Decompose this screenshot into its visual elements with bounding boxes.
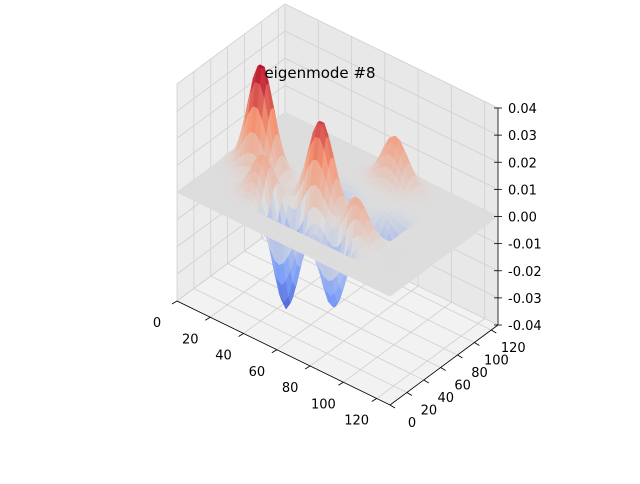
chart-title: eigenmode #8: [264, 64, 376, 82]
surface: [176, 63, 499, 310]
grid-line: [176, 3, 286, 85]
grid-line: [343, 301, 452, 383]
z-tick-label: -0.04: [508, 319, 542, 334]
x-tick: [338, 381, 344, 386]
y-tick: [474, 342, 480, 346]
y-tick-label: 0: [408, 416, 416, 431]
x-tick: [304, 365, 311, 370]
x-tick: [171, 300, 178, 305]
x-tick: [205, 316, 211, 321]
grid-line: [176, 57, 286, 139]
x-tick-label: 80: [282, 381, 299, 396]
x-tick-label: 120: [344, 414, 369, 429]
grid-line: [176, 30, 286, 112]
y-tick: [423, 379, 429, 384]
grid-line: [227, 263, 441, 368]
z-tick-label: 0.02: [508, 156, 537, 171]
y-tick-label: 20: [421, 404, 438, 419]
y-tick-label: 100: [484, 354, 509, 369]
x-tick: [371, 398, 377, 402]
x-axis-line: [176, 300, 391, 406]
z-tick-label: 0.00: [508, 211, 537, 226]
z-tick-label: 0.04: [508, 102, 537, 117]
y-tick-label: 40: [437, 391, 454, 406]
y-tick-label: 60: [454, 379, 471, 394]
grid-line: [284, 3, 499, 109]
z-tick-label: -0.03: [508, 292, 542, 307]
y-tick: [389, 404, 396, 409]
x-tick-label: 0: [153, 316, 161, 331]
x-tick-label: 20: [182, 332, 199, 347]
y-tick: [491, 329, 497, 334]
x-tick-label: 60: [249, 365, 266, 380]
grid-line: [376, 318, 485, 399]
grid-line: [284, 30, 499, 136]
surface-patch: [385, 292, 393, 297]
z-tick-label: 0.01: [508, 183, 537, 198]
y-tick-label: 120: [501, 341, 526, 356]
y-tick: [440, 367, 446, 371]
x-tick-label: 40: [215, 349, 232, 364]
grid-line: [284, 57, 499, 163]
z-tick-label: -0.02: [508, 265, 542, 280]
z-tick-label: -0.01: [508, 238, 542, 253]
floor-pane: [177, 221, 498, 405]
y-axis-line: [389, 324, 499, 406]
x-tick: [238, 333, 244, 337]
grid-line: [309, 285, 419, 367]
grid-line: [210, 275, 424, 381]
x-tick: [271, 349, 278, 354]
y-tick: [457, 354, 463, 359]
y-tick-label: 80: [471, 366, 488, 381]
x-tick-label: 100: [311, 397, 336, 412]
grid-line: [193, 288, 408, 393]
z-tick-label: 0.03: [508, 129, 537, 144]
y-tick: [406, 392, 413, 396]
